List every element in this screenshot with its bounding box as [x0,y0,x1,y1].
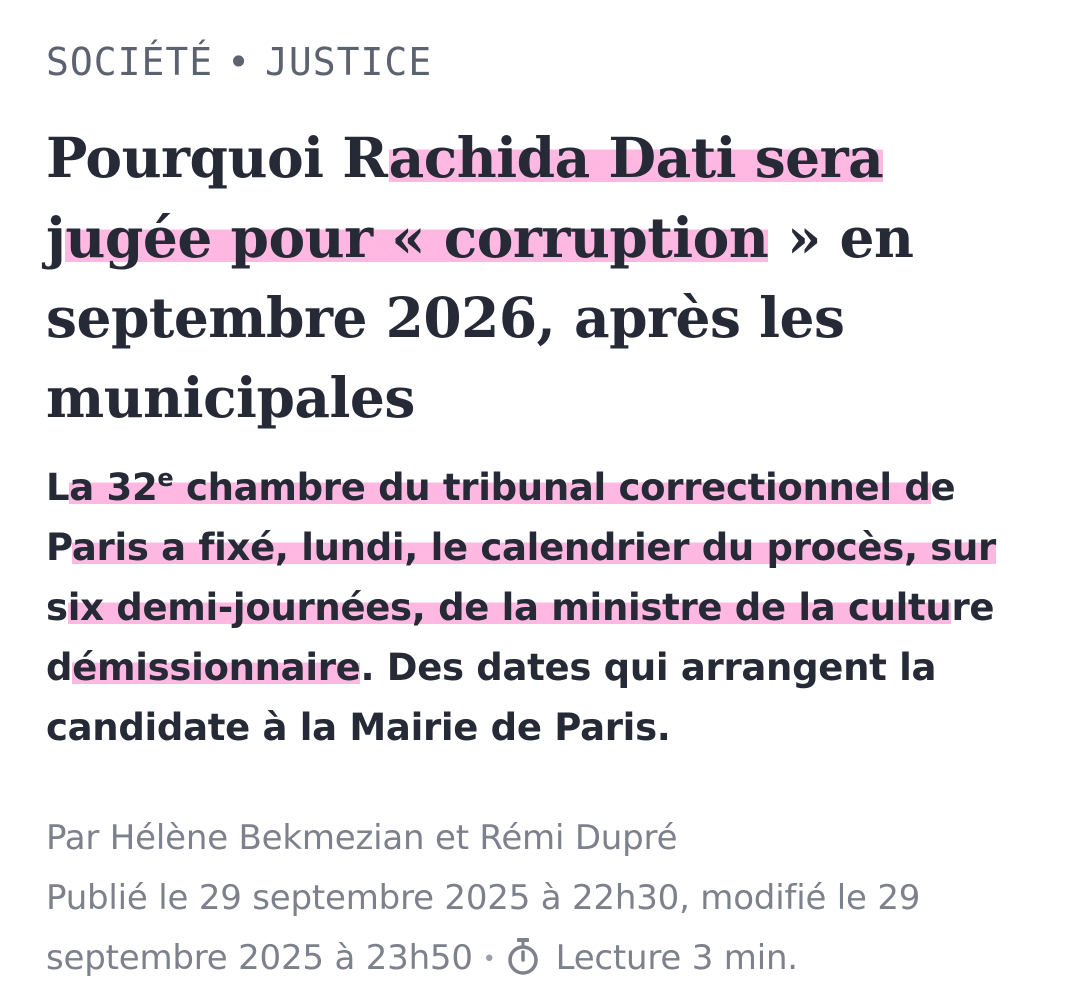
standfirst-highlight-1b: chambre du tribunal correctionnel d [173,466,931,509]
title-text-3: » en septembre 2026, après les municipal… [46,205,914,430]
standfirst-highlight-2: aris a fixé, lundi, le calendrier du pro… [71,526,996,569]
article-title: Pourquoi Rachida Dati sera jugée pour « c… [46,118,1046,438]
standfirst-text-7: . Des dates qui arrangent la candidate à… [46,646,937,749]
title-highlight-2: ugée pour « corruption [65,205,769,270]
standfirst-highlight-3: ix demi-journées, de la ministre de la c… [67,586,952,629]
kicker-subsection[interactable]: JUSTICE [265,40,433,84]
title-highlight-1: achida Dati sera [388,125,884,190]
reading-time: Lecture 3 min. [555,938,799,978]
article-standfirst: La 32e chambre du tribunal correctionnel… [46,458,1046,758]
publication-date: Publié le 29 septembre 2025 à 22h30, mod… [46,878,921,978]
timer-icon [506,934,540,975]
title-text-2: j [46,205,66,270]
kicker-section[interactable]: SOCIÉTÉ [46,40,214,84]
publication-info: Publié le 29 septembre 2025 à 22h30, mod… [46,868,1046,990]
standfirst-text-5: re [951,586,995,629]
kicker-separator: • [227,40,252,84]
standfirst-highlight-4: émissionnaire [72,646,361,689]
standfirst-text-6: d [46,646,73,689]
standfirst-highlight-1a: a 32 [69,466,158,509]
section-kicker: SOCIÉTÉ • JUSTICE [46,38,432,86]
byline: Par Hélène Bekmezian et Rémi Dupré [46,818,678,858]
article-meta: Par Hélène Bekmezian et Rémi Dupré Publi… [46,808,1046,990]
ordinal-superscript: e [157,464,174,492]
meta-separator: • [482,946,496,972]
standfirst-text-1: L [46,466,70,509]
standfirst-text-3: P [46,526,72,569]
title-text-1: Pourquoi R [46,125,389,190]
standfirst-text-4: s [46,586,68,629]
standfirst-highlight-1: a 32e chambre du tribunal correctionnel … [69,464,931,509]
standfirst-text-2: e [930,466,956,509]
